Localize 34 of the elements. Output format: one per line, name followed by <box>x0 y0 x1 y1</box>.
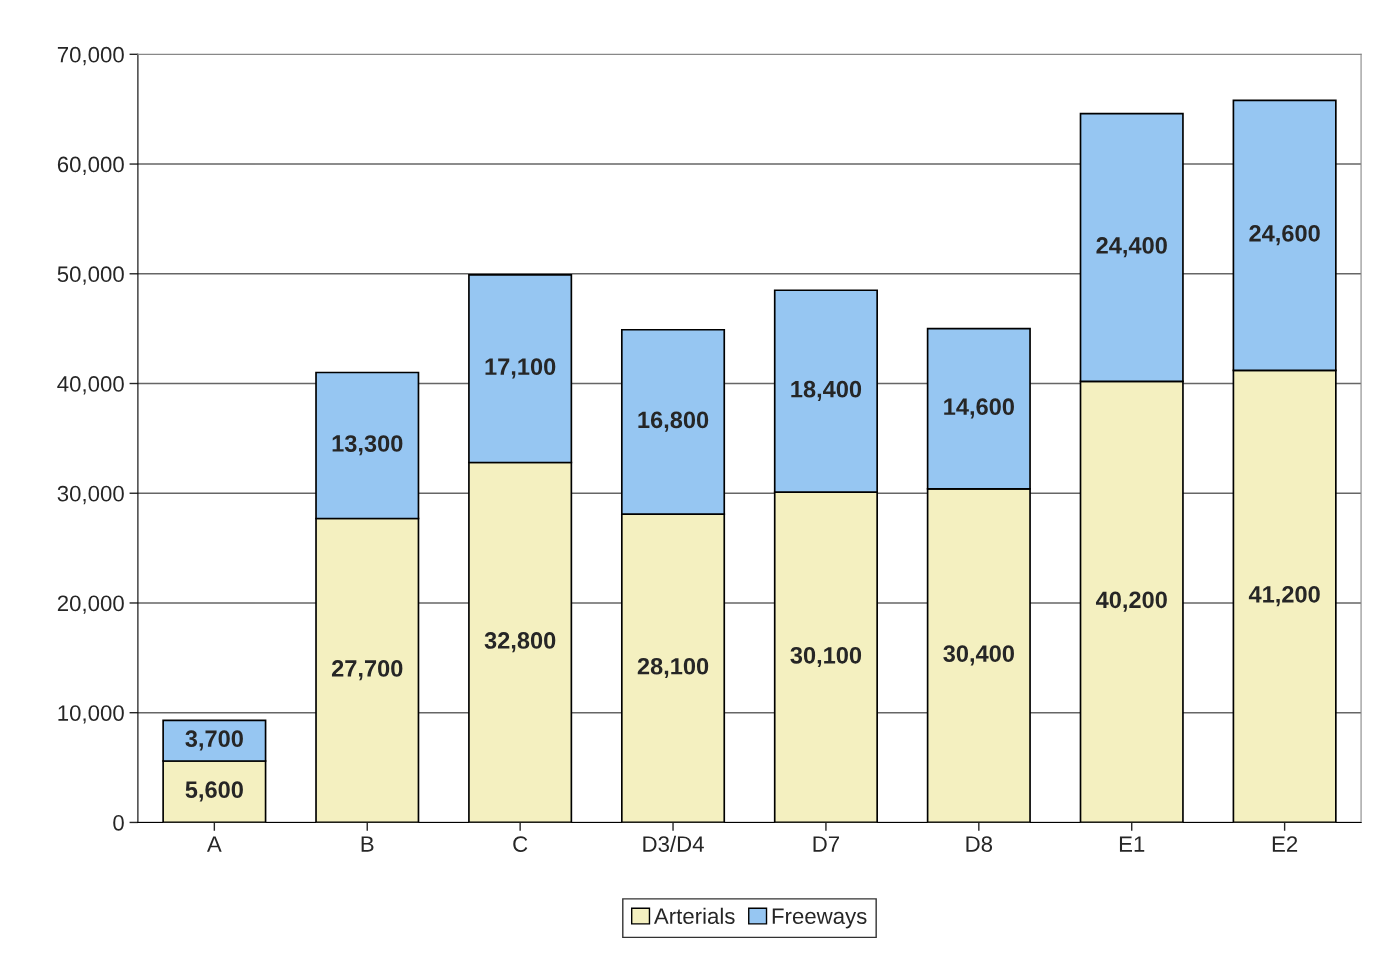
legend-label: Arterials <box>653 907 735 925</box>
data-label: 40,200 <box>1095 591 1167 612</box>
data-label: 5,600 <box>185 781 243 802</box>
y-tick-label: 10,000 <box>58 705 124 724</box>
x-tick-label: D3/D4 <box>643 835 704 852</box>
data-label: 18,400 <box>791 380 862 401</box>
x-tick-label: D8 <box>966 836 993 852</box>
x-tick-label: A <box>206 836 222 852</box>
y-tick-label: 60,000 <box>57 156 124 175</box>
y-tick-label: 40,000 <box>57 376 124 395</box>
data-label: 17,100 <box>485 358 556 379</box>
x-tick-label: B <box>361 836 374 852</box>
y-tick-label: 0 <box>113 814 124 831</box>
legend-label: Freeways <box>772 908 867 929</box>
y-tick-label: 50,000 <box>57 266 124 285</box>
data-label: 30,100 <box>790 646 862 668</box>
data-label: 27,700 <box>331 660 403 681</box>
data-label: 41,200 <box>1248 586 1320 607</box>
x-tick-label: D7 <box>813 836 840 852</box>
y-tick-label: 70,000 <box>57 46 124 66</box>
y-tick-label: 20,000 <box>57 595 124 614</box>
data-label: 3,700 <box>185 730 243 751</box>
data-label: 14,600 <box>944 398 1014 419</box>
data-label: 32,800 <box>484 632 556 653</box>
x-tick-label: E1 <box>1119 836 1145 852</box>
data-label: 24,400 <box>1096 237 1167 258</box>
data-label: 16,800 <box>638 411 709 432</box>
data-label: 28,100 <box>637 657 709 679</box>
data-label: 30,400 <box>943 645 1014 666</box>
data-label: 13,300 <box>332 435 403 456</box>
x-tick-label: C <box>513 836 528 852</box>
data-label: 24,600 <box>1249 225 1320 246</box>
y-tick-label: 30,000 <box>57 485 124 505</box>
x-tick-label: E2 <box>1272 836 1298 852</box>
